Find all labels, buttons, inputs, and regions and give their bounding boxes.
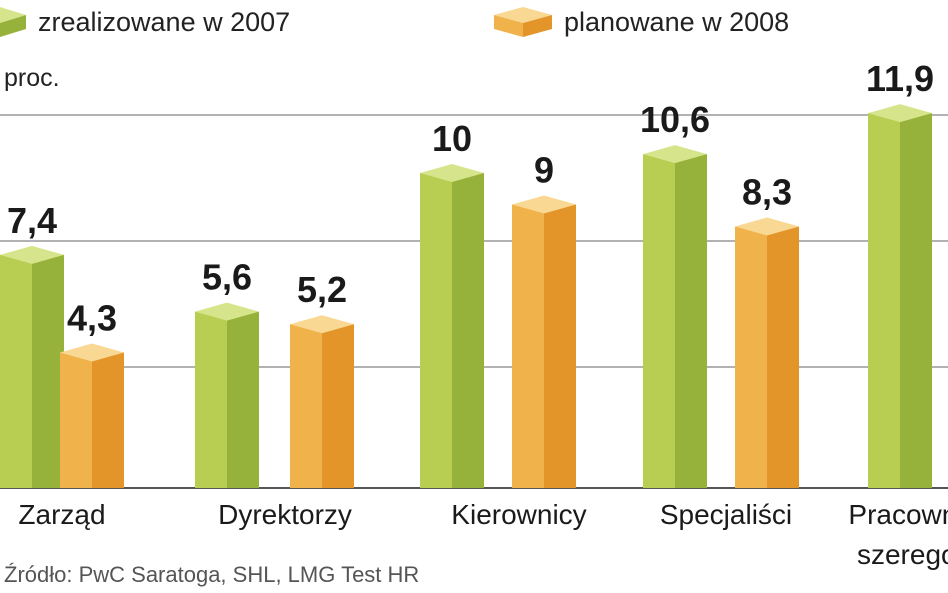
- bar-2007-3-side: [675, 154, 707, 488]
- bar-2008-0-front: [60, 352, 92, 488]
- bar-2007-2-front: [420, 173, 452, 488]
- bar-2007-2-top: [420, 164, 484, 182]
- legend-swatch-2008: [494, 7, 552, 37]
- bar-2007-3-front: [643, 154, 675, 488]
- bar-2008-0-side: [92, 352, 124, 488]
- bar-2008-1-top: [290, 315, 354, 334]
- bar-2007-0-top: [0, 245, 64, 264]
- bar-2008-0-top: [60, 343, 124, 362]
- bar-2007-4-top: [868, 104, 932, 123]
- bar-2008-3-front: [735, 226, 767, 489]
- bar-2007-1-side: [227, 311, 259, 488]
- value-label-2007-0: 7,4: [7, 200, 57, 241]
- category-label-1: Dyrektorzy: [218, 499, 352, 530]
- value-label-2007-4: 11,9: [866, 58, 934, 99]
- bar-2008-2-front: [512, 204, 544, 488]
- value-label-2008-2: 9: [534, 150, 554, 191]
- category-label-3: Specjaliści: [660, 499, 792, 530]
- bar-2007-0-side: [32, 254, 64, 488]
- bar-2007-4-side: [900, 113, 932, 489]
- bar-2007-0-front: [0, 254, 32, 488]
- legend-swatch-2008-side: [523, 15, 552, 37]
- category-label-2: Kierownicy: [451, 499, 586, 530]
- category-label-4-line-1: szeregowi: [857, 539, 948, 570]
- bar-2008-1-side: [322, 324, 354, 488]
- category-label-4: Pracownicy: [848, 499, 948, 530]
- bar-2007-1-top: [195, 302, 259, 321]
- bar-2008-3-side: [767, 226, 799, 489]
- value-label-2008-3: 8,3: [742, 172, 792, 213]
- value-label-2007-3: 10,6: [640, 99, 710, 140]
- bar-2007-3-top: [643, 145, 707, 164]
- bar-2007-4-front: [868, 113, 900, 489]
- bar-2008-2-top: [512, 195, 576, 214]
- legend-swatch-2007: [0, 7, 26, 37]
- value-label-2007-1: 5,6: [202, 257, 252, 298]
- legend-label-2007: zrealizowane w 2007: [38, 6, 291, 37]
- legend-swatch-2007-side: [0, 15, 26, 37]
- value-label-2008-0: 4,3: [67, 298, 117, 339]
- bar-2008-3-top: [735, 217, 799, 236]
- value-label-2007-2: 10: [432, 118, 472, 159]
- legend-item-2007: zrealizowane w 2007: [0, 4, 290, 40]
- legend-swatch-2008-front: [494, 15, 523, 37]
- legend-swatch-2007-top: [0, 7, 26, 23]
- legend-item-2008: planowane w 2008: [494, 4, 789, 40]
- value-label-2008-1: 5,2: [297, 269, 347, 310]
- source-note: Źródło: PwC Saratoga, SHL, LMG Test HR: [4, 562, 420, 587]
- bar-2007-2-side: [452, 173, 484, 488]
- bar-2007-1-front: [195, 311, 227, 488]
- y-unit-label: proc.: [4, 64, 60, 92]
- bar-2008-2-side: [544, 204, 576, 488]
- legend-label-2008: planowane w 2008: [564, 6, 790, 37]
- category-label-0: Zarząd: [18, 499, 105, 530]
- bar-2008-1-front: [290, 324, 322, 488]
